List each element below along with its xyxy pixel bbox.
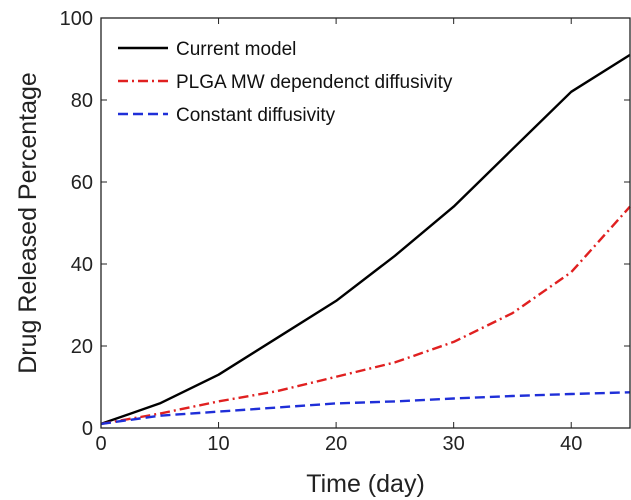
ticks-layer: 0 10 20 30 40 0 20 40 60 80 100	[60, 8, 630, 455]
series-layer	[100, 53, 631, 426]
y-tick-label: 80	[71, 90, 93, 112]
x-tick-label: 20	[325, 433, 347, 455]
series-line	[100, 205, 631, 426]
y-tick-label: 0	[82, 418, 93, 440]
series-line	[100, 391, 631, 426]
legend-label: Current model	[176, 39, 296, 60]
x-tick-label: 40	[560, 433, 582, 455]
plot-frame	[100, 17, 631, 429]
y-tick-label: 40	[71, 254, 93, 276]
x-tick-label: 0	[95, 433, 106, 455]
series-line	[100, 53, 631, 426]
legend-label: PLGA MW dependenct diffusivity	[176, 72, 453, 93]
legend: Current model PLGA MW dependenct diffusiv…	[118, 39, 453, 126]
y-tick-label: 100	[60, 8, 93, 30]
legend-label: Constant diffusivity	[176, 105, 336, 126]
x-tick-label: 10	[207, 433, 229, 455]
y-axis-title: Drug Released Percentage	[14, 72, 42, 374]
x-axis-title: Time (day)	[306, 470, 425, 498]
y-tick-label: 60	[71, 172, 93, 194]
x-tick-label: 30	[443, 433, 465, 455]
y-tick-label: 20	[71, 336, 93, 358]
